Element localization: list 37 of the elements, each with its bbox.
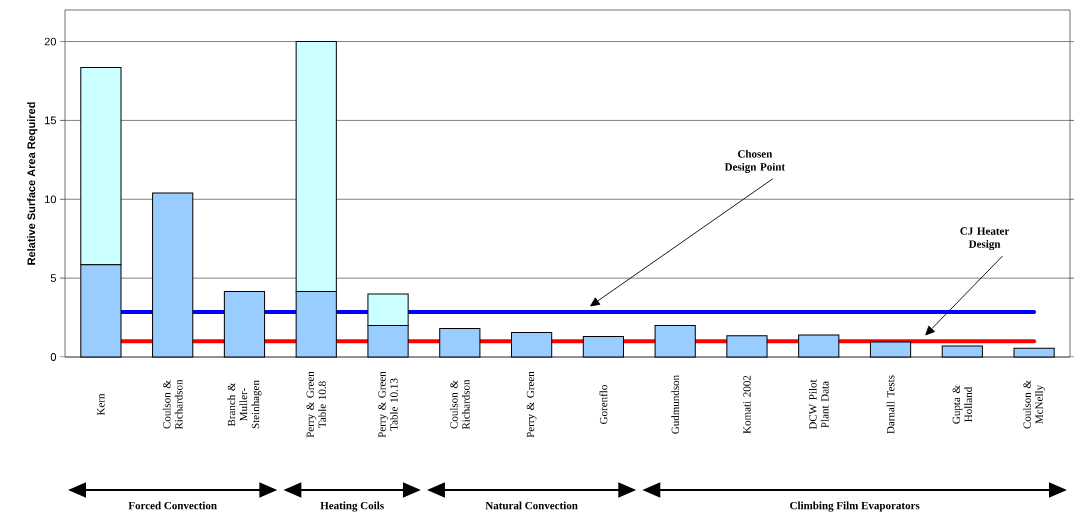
annotation: CJ Heater Design bbox=[960, 227, 1010, 251]
x-tick-label: Coulson & Richardson bbox=[449, 379, 470, 430]
bar bbox=[439, 328, 481, 358]
y-tick-label: 0 bbox=[50, 353, 57, 361]
x-tick-label: Gudmundson bbox=[671, 375, 680, 434]
bar bbox=[798, 334, 840, 358]
bar bbox=[223, 291, 266, 358]
x-tick-label: Perry & Green Table 10.13 bbox=[378, 371, 398, 438]
x-tick-label: Coulson & Richardson bbox=[162, 379, 183, 430]
x-tick-label: Gupta & Holland bbox=[952, 385, 973, 424]
x-tick-label: DCW Pilot Plant Data bbox=[808, 379, 829, 430]
text: Natural Convection bbox=[485, 501, 578, 510]
bar bbox=[654, 324, 696, 358]
text: Heating Coils bbox=[320, 501, 384, 512]
x-tick-label: Branch & Muller-Steinhagen bbox=[227, 380, 262, 429]
bar bbox=[941, 345, 983, 358]
bar bbox=[582, 336, 624, 358]
bar bbox=[511, 332, 553, 358]
y-tick-label: 20 bbox=[44, 37, 57, 46]
bar bbox=[1013, 347, 1055, 358]
x-tick-label: Komati 2002 bbox=[743, 375, 751, 434]
x-tick-label: Darnall Tests bbox=[886, 375, 895, 434]
bar bbox=[152, 192, 194, 358]
y-tick-label: 15 bbox=[45, 116, 56, 125]
y-tick-label: 10 bbox=[45, 195, 57, 204]
x-tick-label: Kern bbox=[97, 393, 105, 416]
bar bbox=[726, 335, 768, 358]
y-tick-label: 5 bbox=[50, 274, 56, 282]
y-axis-title: Relative Surface Area Required bbox=[27, 102, 38, 265]
bar bbox=[869, 341, 912, 358]
x-tick-label: Perry & Green Table 10.8 bbox=[306, 371, 326, 438]
annotation: Chosen Design Point bbox=[724, 149, 786, 173]
x-tick-label: Coulson & McNelly bbox=[1023, 380, 1046, 429]
x-tick-label: Gorenflo bbox=[599, 385, 608, 424]
x-tick-label: Perry & Green bbox=[526, 371, 537, 438]
text: Climbing Film Evaporators bbox=[790, 501, 920, 512]
text: Forced Convection bbox=[128, 501, 217, 510]
